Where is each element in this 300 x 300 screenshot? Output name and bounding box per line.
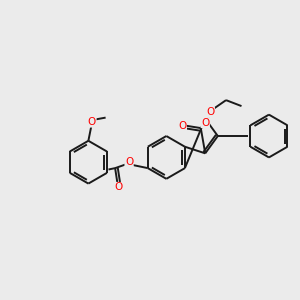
Text: O: O (114, 182, 122, 193)
Text: O: O (88, 117, 96, 127)
Text: O: O (178, 121, 187, 131)
Text: O: O (206, 107, 214, 117)
Text: O: O (201, 118, 209, 128)
Text: O: O (125, 157, 133, 166)
